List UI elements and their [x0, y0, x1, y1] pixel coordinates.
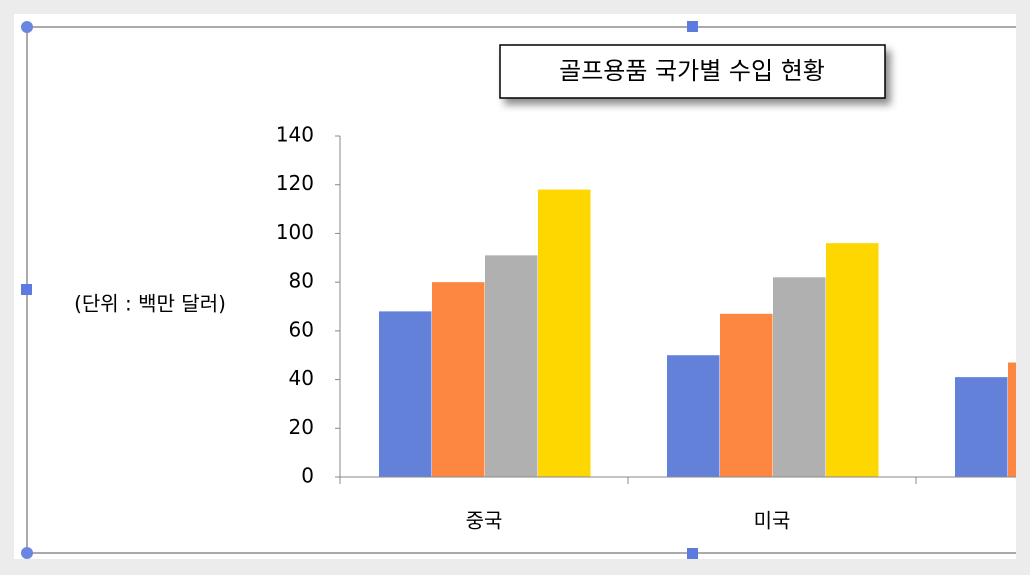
bar: [720, 313, 773, 477]
y-tick-label: 120: [276, 171, 314, 195]
bar: [955, 377, 1008, 477]
unit-label: (단위 : 백만 달러): [74, 292, 226, 316]
bar: [1008, 362, 1016, 477]
y-tick-label: 140: [276, 123, 314, 147]
y-tick-label: 40: [289, 366, 314, 390]
bar: [667, 355, 720, 477]
chart-area: 0 20 40 60 80 100 120 140 중국 미국: [26, 26, 1016, 554]
x-tick-label: 중국: [466, 509, 503, 533]
y-tick-label: 60: [289, 317, 314, 341]
bar: [379, 311, 432, 477]
bar: [538, 189, 591, 478]
handle[interactable]: [687, 548, 698, 559]
y-tick-label: 0: [301, 464, 314, 488]
handle[interactable]: [21, 547, 33, 559]
bar: [485, 255, 538, 477]
x-tick-label: 미국: [754, 509, 791, 533]
bar: [432, 282, 485, 477]
bar: [773, 277, 826, 477]
title-box[interactable]: [499, 44, 886, 99]
bar: [826, 243, 879, 477]
chart-title: 골프용품 국가별 수입 현황: [559, 57, 825, 85]
handle[interactable]: [687, 21, 698, 32]
y-tick-label: 80: [289, 269, 314, 293]
handle[interactable]: [21, 284, 32, 295]
handle[interactable]: [21, 21, 33, 33]
y-tick-label: 100: [276, 220, 314, 244]
y-tick-label: 20: [289, 415, 314, 439]
